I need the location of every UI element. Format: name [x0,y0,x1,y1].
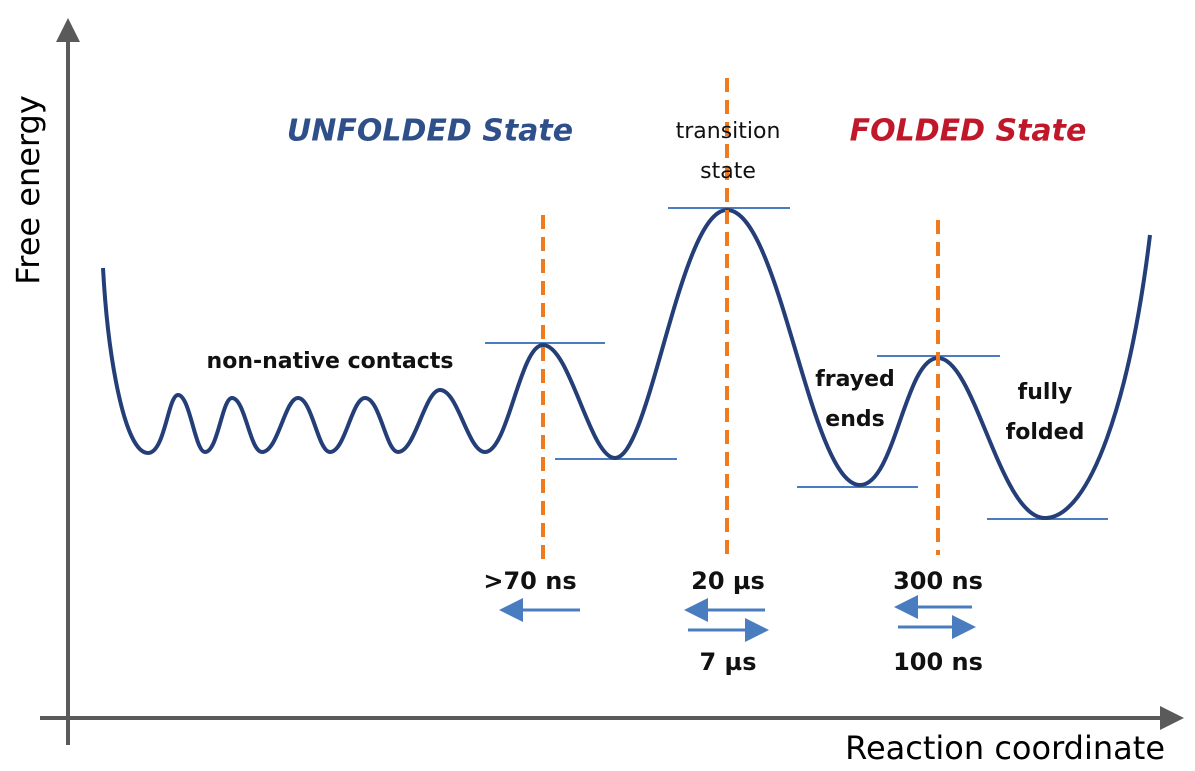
annotation: frayed [815,367,895,392]
reference-lines [485,207,1108,520]
rate-label: 7 µs [700,648,757,676]
annotation: state [700,159,756,184]
dividers [541,78,940,560]
annotation: folded [1006,420,1085,445]
annotation: fully [1018,380,1073,405]
state-label: FOLDED State [850,114,1087,149]
x-axis-label: Reaction coordinate [845,729,1165,767]
axes [40,18,1184,745]
energy-curve [101,207,1152,521]
annotation: ends [825,407,884,432]
arrows [499,595,976,642]
rate-label: 300 ns [893,567,983,595]
rate-label: 100 ns [893,648,983,676]
annotation: non-native contacts [207,349,454,374]
rate-label: >70 ns [483,567,576,595]
y-axis-label: Free energy [9,95,47,285]
state-label: UNFOLDED State [287,114,573,149]
rate-label: 20 µs [691,567,765,595]
annotation: transition [676,119,781,144]
